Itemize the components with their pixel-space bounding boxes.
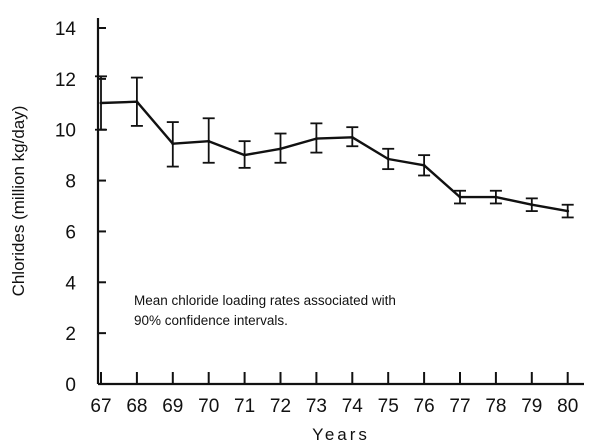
- x-tick-label-79: 79: [521, 396, 542, 417]
- data-point-70: [207, 139, 211, 143]
- data-point-78: [494, 195, 498, 199]
- data-point-69: [171, 142, 175, 146]
- x-tick-label-76: 76: [414, 396, 435, 417]
- y-axis-ticks: 0 2 4 6 8 10 12 14: [55, 19, 106, 396]
- x-tick-label-71: 71: [234, 396, 255, 417]
- y-axis-title: Chlorides (million kg/day): [9, 106, 28, 297]
- data-point-74: [350, 135, 354, 139]
- x-tick-label-75: 75: [378, 396, 399, 417]
- x-tick-label-78: 78: [485, 396, 506, 417]
- data-point-79: [530, 203, 534, 207]
- y-tick-label-4: 4: [65, 273, 76, 294]
- x-tick-label-67: 67: [90, 396, 111, 417]
- x-axis-ticks: 67 68 69 70 71 72 73 74 75 76 77 78 79 80: [90, 372, 578, 417]
- x-tick-label-70: 70: [198, 396, 219, 417]
- data-point-68: [135, 100, 139, 104]
- error-bars: [95, 75, 574, 219]
- data-point-75: [386, 157, 390, 161]
- annotation-line-1: Mean chloride loading rates associated w…: [134, 293, 396, 308]
- data-point-80: [566, 209, 570, 213]
- x-tick-label-72: 72: [270, 396, 291, 417]
- data-point-72: [279, 147, 282, 151]
- series-line: [100, 100, 568, 213]
- x-tick-label-73: 73: [306, 396, 327, 417]
- data-point-76: [422, 163, 426, 167]
- x-tick-label-68: 68: [126, 396, 147, 417]
- data-point-71: [243, 153, 247, 157]
- x-tick-label-77: 77: [449, 396, 470, 417]
- y-tick-label-10: 10: [55, 121, 76, 142]
- annotation-line-2: 90% confidence intervals.: [134, 313, 288, 328]
- data-points: [99, 100, 570, 213]
- y-tick-label-6: 6: [65, 222, 76, 243]
- x-tick-label-69: 69: [162, 396, 183, 417]
- x-axis-title: Years: [312, 425, 370, 444]
- data-point-77: [458, 195, 462, 199]
- y-tick-label-0: 0: [65, 375, 76, 396]
- y-tick-label-12: 12: [55, 70, 76, 91]
- x-tick-label-80: 80: [557, 396, 578, 417]
- y-tick-label-2: 2: [65, 324, 76, 345]
- y-tick-label-14: 14: [55, 19, 77, 40]
- x-tick-label-74: 74: [342, 396, 364, 417]
- data-point-67: [99, 101, 103, 105]
- data-point-73: [315, 137, 318, 141]
- y-tick-label-8: 8: [65, 172, 76, 193]
